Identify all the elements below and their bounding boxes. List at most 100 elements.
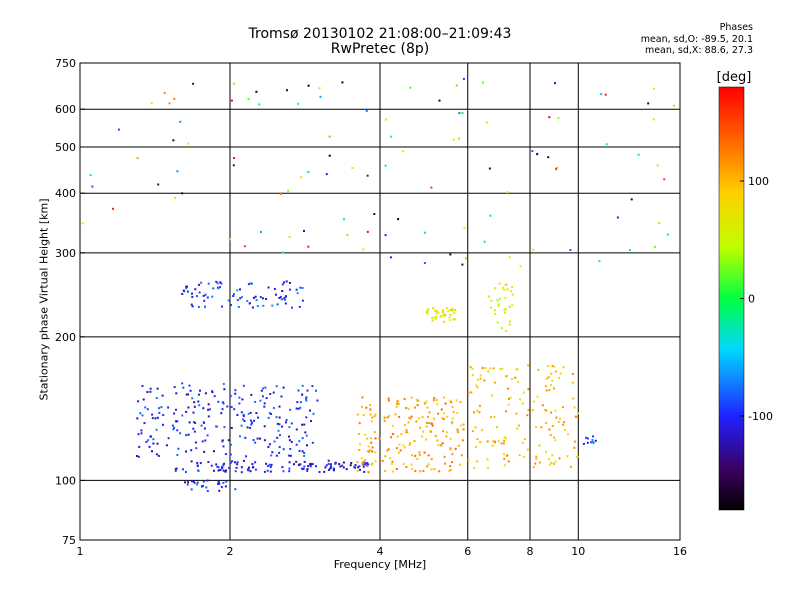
data-point <box>441 314 444 317</box>
data-point <box>269 393 272 395</box>
data-point <box>369 409 372 412</box>
data-point <box>192 411 195 414</box>
y-tick-label: 400 <box>55 187 76 200</box>
data-point <box>411 468 414 471</box>
data-point <box>395 447 398 450</box>
data-point <box>432 307 435 310</box>
data-point <box>162 414 165 416</box>
data-point <box>410 396 413 399</box>
data-point <box>532 400 535 403</box>
data-point <box>234 461 236 464</box>
data-point <box>190 449 193 452</box>
data-point <box>263 439 266 442</box>
data-point <box>426 421 429 424</box>
data-point <box>481 367 484 369</box>
data-point <box>425 438 428 441</box>
data-point <box>656 164 659 167</box>
data-point <box>551 379 554 382</box>
data-point <box>167 406 170 409</box>
data-point <box>369 413 372 416</box>
data-point <box>281 290 284 292</box>
data-point <box>200 281 203 284</box>
data-point <box>89 174 92 177</box>
data-point <box>250 423 253 426</box>
data-point <box>476 409 479 412</box>
data-point <box>425 400 428 403</box>
data-point <box>194 441 197 444</box>
data-point <box>408 416 411 419</box>
data-point <box>278 416 281 419</box>
data-point <box>506 454 509 457</box>
data-point <box>554 439 557 442</box>
data-point <box>282 386 285 389</box>
data-point <box>185 410 188 413</box>
data-point <box>210 464 213 467</box>
data-point <box>200 424 203 427</box>
data-point <box>453 318 456 321</box>
data-point <box>490 416 492 419</box>
data-point <box>188 421 191 424</box>
data-point <box>182 468 184 471</box>
data-point <box>150 102 153 105</box>
data-point <box>155 453 158 456</box>
data-point <box>483 379 486 382</box>
data-point <box>563 421 565 424</box>
data-point <box>566 455 569 458</box>
data-point <box>269 470 272 473</box>
data-point <box>422 430 425 433</box>
data-point <box>218 481 221 484</box>
data-point <box>573 446 576 449</box>
data-point <box>163 91 166 94</box>
colorbar-title: [deg] <box>716 70 752 85</box>
data-point <box>204 392 207 395</box>
data-point <box>341 81 344 84</box>
data-point <box>270 463 273 466</box>
data-point <box>435 312 438 315</box>
data-point <box>233 157 235 159</box>
data-point <box>285 280 288 283</box>
data-point <box>506 288 509 291</box>
data-point <box>390 436 392 439</box>
data-point <box>262 304 265 307</box>
data-point <box>371 450 374 453</box>
data-point <box>186 290 189 293</box>
data-point <box>476 378 479 381</box>
data-point <box>499 297 501 300</box>
data-point <box>398 415 401 418</box>
data-point <box>443 455 446 458</box>
data-point <box>504 437 507 440</box>
x-axis-label: Frequency [MHz] <box>333 558 427 571</box>
data-point <box>426 309 429 312</box>
data-point <box>345 468 348 471</box>
data-point <box>364 434 367 436</box>
data-point <box>364 462 367 465</box>
data-point <box>518 454 521 457</box>
data-point <box>398 443 401 446</box>
data-point <box>156 387 159 390</box>
data-point <box>213 450 215 453</box>
data-point <box>524 438 526 441</box>
data-point <box>298 449 301 452</box>
y-tick-label: 750 <box>55 57 76 70</box>
data-point <box>554 460 557 463</box>
data-point <box>207 461 210 463</box>
data-point <box>91 185 94 188</box>
data-point <box>252 466 255 469</box>
data-point <box>190 303 193 306</box>
data-point <box>491 444 494 447</box>
data-point <box>405 429 408 432</box>
data-point <box>152 438 155 441</box>
data-point <box>310 420 312 422</box>
y-tick-label: 500 <box>55 141 76 154</box>
data-point <box>181 192 184 195</box>
data-point <box>192 427 195 430</box>
data-point <box>496 299 499 302</box>
data-point <box>307 465 309 468</box>
data-point <box>527 388 530 391</box>
data-point <box>202 480 205 483</box>
data-point <box>504 308 507 311</box>
data-point <box>362 465 365 468</box>
data-point <box>194 421 197 424</box>
data-point <box>207 282 210 285</box>
data-point <box>257 416 259 419</box>
